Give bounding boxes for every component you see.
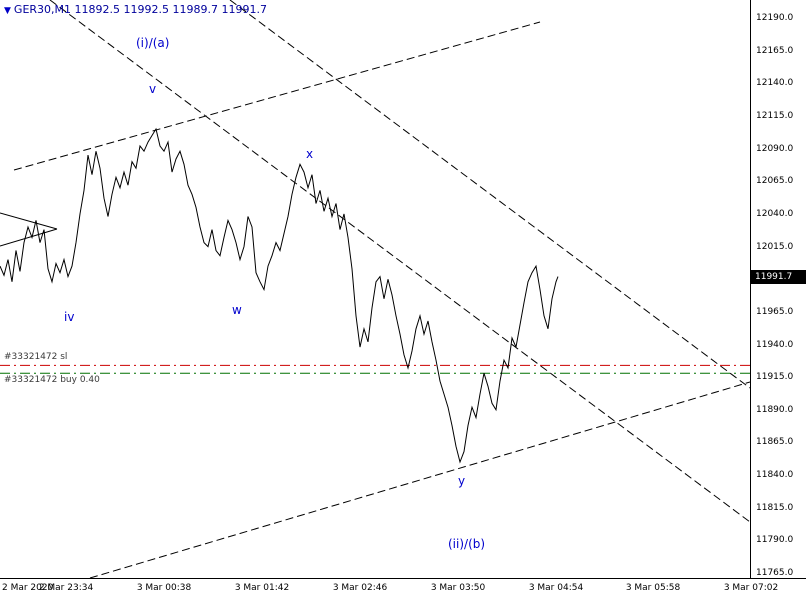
y-axis-tick: 12090.0	[756, 143, 794, 154]
trendline-ascending-support[interactable]	[89, 381, 750, 578]
axis-vertical-border	[750, 0, 751, 603]
x-axis-tick: 3 Mar 05:58	[625, 583, 681, 593]
wave-label-ia: (i)/(a)	[136, 36, 170, 50]
x-axis-tick: 2 Mar 2020	[2, 583, 54, 593]
trendline-descending-channel-2[interactable]	[229, 0, 750, 389]
y-axis-tick: 12140.0	[756, 78, 794, 89]
y-axis-tick: 11915.0	[756, 372, 794, 383]
x-axis-tick: 3 Mar 01:42	[234, 583, 290, 593]
y-axis-tick: 11940.0	[756, 339, 794, 350]
y-axis-tick: 11840.0	[756, 470, 794, 481]
x-axis-tick: 2 Mar 23:34	[38, 583, 94, 593]
current-price-badge: 11991.7	[751, 269, 806, 284]
y-axis-tick: 11965.0	[756, 306, 794, 317]
x-axis-tick: 3 Mar 03:50	[430, 583, 486, 593]
y-axis-tick: 12040.0	[756, 208, 794, 219]
wave-label-y: y	[458, 474, 466, 488]
ohlc-values: 11892.5 11992.5 11989.7 11991.7	[74, 3, 267, 16]
price-chart-canvas[interactable]	[0, 0, 750, 578]
y-axis-tick: 11815.0	[756, 502, 794, 513]
chart-header: ▼ GER30,M1 11892.5 11992.5 11989.7 11991.…	[4, 3, 267, 16]
y-axis-tick: 12015.0	[756, 241, 794, 252]
y-axis-tick: 11865.0	[756, 437, 794, 448]
buy-order-line-label: #33321472 buy 0.40	[4, 375, 100, 385]
stop-loss-line-label: #33321472 sl	[4, 352, 68, 362]
trendline-upper-channel[interactable]	[13, 21, 541, 171]
y-axis-tick: 11790.0	[756, 535, 794, 546]
x-axis-tick: 3 Mar 07:02	[723, 583, 779, 593]
y-axis-tick: 12065.0	[756, 176, 794, 187]
x-axis-tick: 3 Mar 04:54	[528, 583, 584, 593]
y-axis-tick: 12165.0	[756, 45, 794, 56]
wave-label-iv: iv	[64, 310, 75, 324]
y-axis-tick: 12115.0	[756, 110, 794, 121]
wave-label-v: v	[149, 82, 157, 96]
x-axis-tick: 3 Mar 02:46	[332, 583, 388, 593]
symbol-marker-icon: ▼	[4, 6, 11, 16]
trendline-descending-channel-1[interactable]	[49, 0, 750, 523]
symbol-timeframe-label: GER30,M1	[13, 3, 72, 16]
price-series-line	[0, 127, 559, 464]
price-axis[interactable]: 12190.0 12165.0 12140.0 12115.0 12090.0 12065…	[751, 0, 806, 578]
y-axis-tick: 11890.0	[756, 404, 794, 415]
trendline-wedge-bottom[interactable]	[0, 228, 58, 247]
axis-horizontal-border	[0, 578, 806, 579]
wave-label-iib: (ii)/(b)	[448, 537, 486, 551]
trendline-wedge-top[interactable]	[0, 212, 58, 230]
wave-label-x: x	[306, 147, 314, 161]
time-axis[interactable]: 2 Mar 2020 2 Mar 23:34 3 Mar 00:38 3 Mar 01…	[0, 579, 806, 603]
y-axis-tick: 12190.0	[756, 13, 794, 23]
wave-label-w: w	[232, 303, 242, 317]
y-axis-tick: 11765.0	[756, 568, 794, 579]
chart-plot-area[interactable]	[0, 0, 750, 578]
x-axis-tick: 3 Mar 00:38	[136, 583, 192, 593]
